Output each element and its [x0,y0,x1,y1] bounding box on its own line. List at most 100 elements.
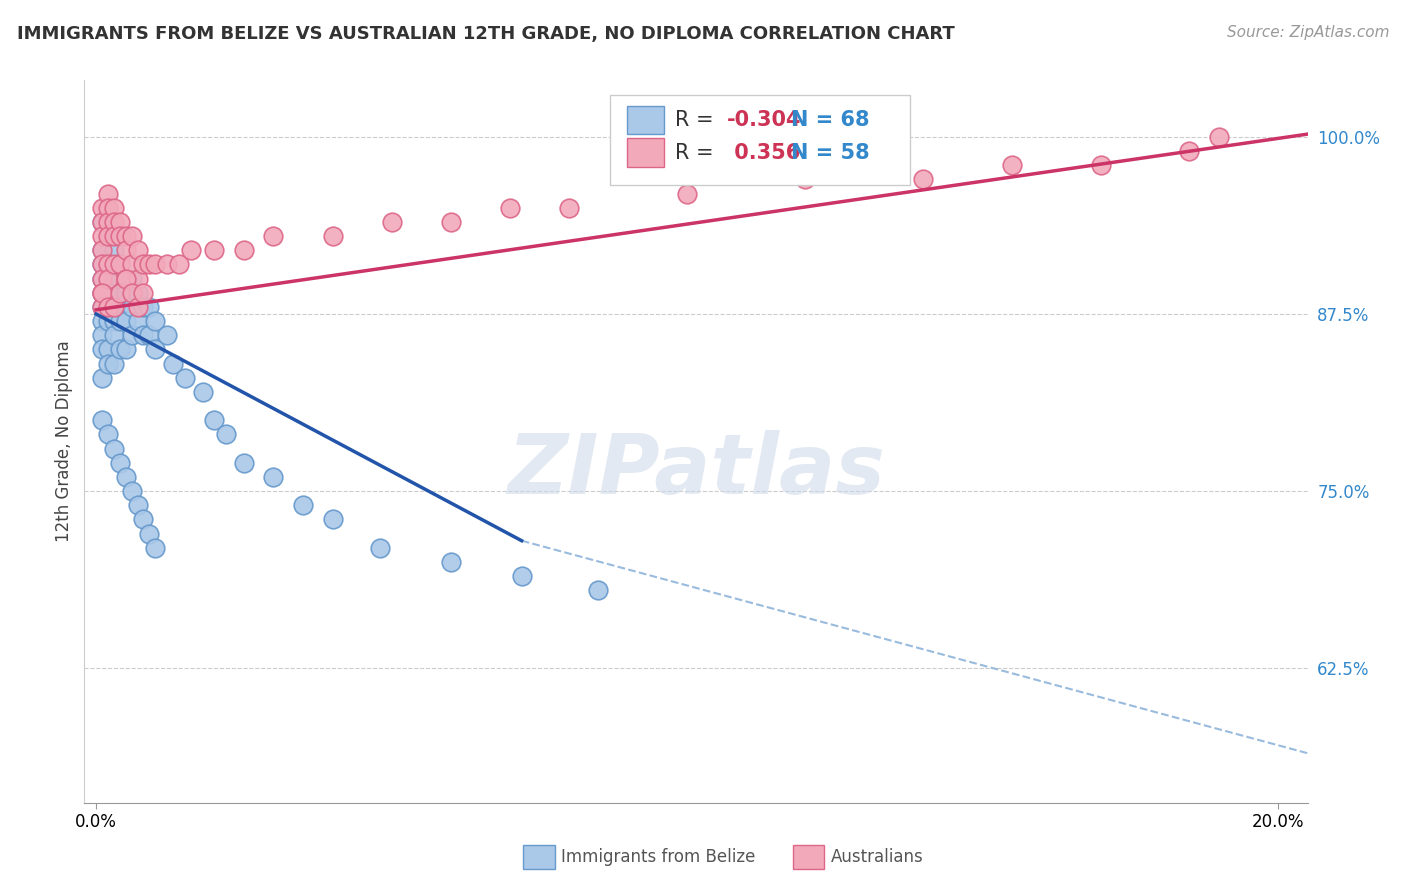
Point [191,384,214,399]
Point [103,229,125,244]
Point [91,343,114,357]
Point [138,526,160,541]
Point [1090,158,1112,172]
Point [127,271,149,285]
Point [97,201,120,215]
Text: N = 68: N = 68 [792,110,870,130]
Point [103,328,125,343]
Point [91,271,114,285]
Point [121,300,143,314]
Point [127,314,149,328]
Point [156,257,179,271]
Point [108,456,131,470]
Point [322,512,344,526]
Text: Immigrants from Belize: Immigrants from Belize [561,848,756,866]
Text: N = 58: N = 58 [792,143,870,162]
Point [91,314,114,328]
Point [202,413,225,427]
Point [91,244,114,258]
Point [114,271,136,285]
Point [322,229,344,244]
Point [91,215,114,229]
Point [91,257,114,271]
Point [91,229,114,244]
Text: R =: R = [675,143,720,162]
Point [114,271,136,285]
Point [127,300,149,314]
Point [97,343,120,357]
Point [1178,144,1201,158]
Point [103,285,125,300]
Point [97,271,120,285]
Point [114,343,136,357]
Point [114,229,136,244]
Point [108,300,131,314]
Point [108,215,131,229]
Point [121,285,143,300]
Point [97,357,120,371]
FancyBboxPatch shape [793,845,824,870]
Point [103,215,125,229]
Point [215,427,238,442]
Point [180,244,202,258]
Point [499,201,522,215]
Point [97,300,120,314]
Point [132,300,155,314]
Point [368,541,391,555]
Point [127,498,149,512]
Point [108,257,131,271]
Point [156,328,179,343]
Point [114,285,136,300]
Point [912,172,935,186]
Point [127,285,149,300]
Text: IMMIGRANTS FROM BELIZE VS AUSTRALIAN 12TH GRADE, NO DIPLOMA CORRELATION CHART: IMMIGRANTS FROM BELIZE VS AUSTRALIAN 12T… [17,25,955,43]
Point [103,357,125,371]
Point [97,257,120,271]
Point [91,300,114,314]
Point [91,371,114,385]
Point [114,314,136,328]
Point [262,229,284,244]
Point [143,314,166,328]
Point [91,285,114,300]
Point [108,285,131,300]
Point [132,257,155,271]
Point [91,285,114,300]
Point [121,484,143,499]
Point [97,215,120,229]
Point [97,300,120,314]
Point [97,186,120,201]
Point [138,257,160,271]
Point [440,215,463,229]
Y-axis label: 12th Grade, No Diploma: 12th Grade, No Diploma [55,341,73,542]
Point [676,186,699,201]
Point [114,271,136,285]
Point [138,328,160,343]
Point [108,271,131,285]
Text: ZIPatlas: ZIPatlas [508,430,884,511]
Point [91,257,114,271]
Point [91,328,114,343]
Point [143,541,166,555]
Point [232,244,254,258]
Point [103,442,125,456]
Point [121,328,143,343]
Point [91,201,114,215]
Point [121,257,143,271]
Point [103,257,125,271]
Point [262,470,284,484]
Point [108,314,131,328]
Point [91,413,114,427]
Point [132,512,155,526]
Point [97,229,120,244]
Point [103,271,125,285]
Point [173,371,195,385]
Point [91,300,114,314]
Point [121,271,143,285]
Point [1001,158,1024,172]
Point [97,285,120,300]
Point [97,314,120,328]
Text: -0.304: -0.304 [727,110,801,130]
Point [588,583,610,598]
Point [132,285,155,300]
